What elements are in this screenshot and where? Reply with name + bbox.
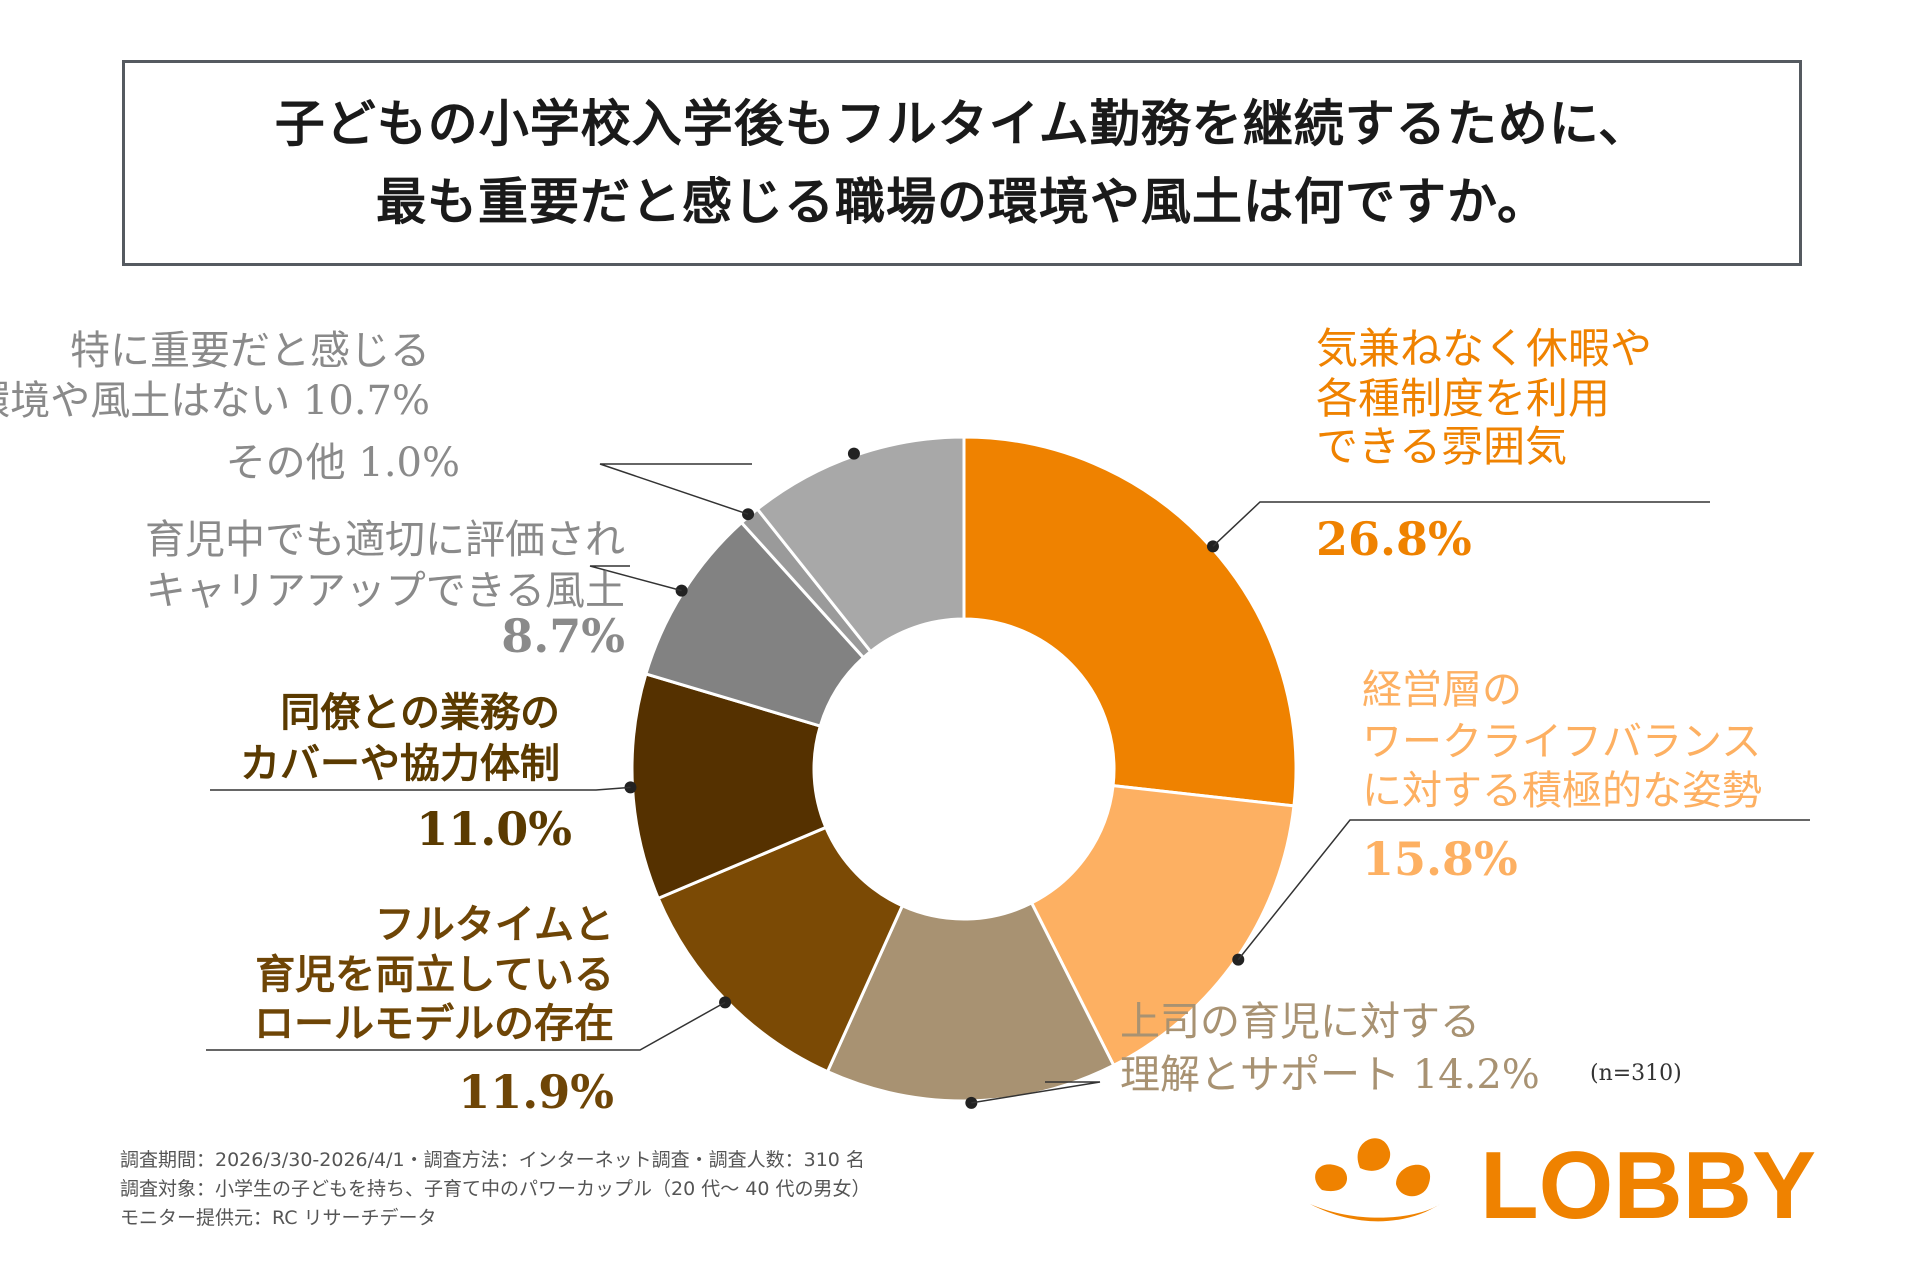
slice-label-2-line-1: 理解とサポート 14.2% [1120,1052,1540,1098]
slice-label-1-line-2: に対する積極的な姿勢 [1362,768,1762,814]
donut-slice-4 [630,672,828,901]
donut-slice-1 [1029,784,1296,1068]
slice-label-1-line-1: ワークライフバランス [1362,719,1761,765]
slice-label-0-line-1: 各種制度を利用 [1316,374,1610,423]
slice-label-5-line-0: 育児中でも適切に評価され [145,517,625,563]
footnote-monitor-source: モニター提供元：RC リサーチデータ [120,1207,437,1229]
slice-label-4-line-1: カバーや協力体制 [240,740,560,787]
donut-slice-3 [656,825,905,1074]
slice-label-3-line-0: フルタイムと [375,901,614,948]
slice-label-7-line-0: 特に重要だと感じる [70,328,430,374]
logo-text: LOBBY [1480,1132,1816,1239]
lobby-logo: LOBBY [1310,1132,1816,1239]
slice-label-0-line-0: 気兼ねなく休暇や [1316,324,1652,373]
leader-line-4 [210,786,631,791]
slice-value-3: 11.9% [458,1065,614,1119]
footnote-survey-target: 調査対象：小学生の子どもを持ち、子育て中のパワーカップル（20 代〜 40 代の… [120,1178,871,1200]
donut-slice-7 [755,435,966,654]
slice-label-5-line-1: キャリアアップできる風土 [146,568,625,614]
footnote-survey-method: 調査期間：2026/3/30-2026/4/1・調査方法：インターネット調査・調… [120,1149,865,1171]
slice-label-7-line-1: 環境や風土はない 10.7% [0,378,430,424]
slice-label-6-line-0: その他 1.0% [226,440,460,486]
slice-label-0-line-2: できる雰囲気 [1316,422,1567,471]
title-line-2: 最も重要だと感じる職場の環境や風土は何ですか。 [376,172,1548,231]
sample-size-label: (n=310) [1590,1061,1682,1086]
slice-label-3-line-1: 育児を両立している [255,951,614,998]
slice-label-1-line-0: 経営層の [1362,667,1522,713]
slice-value-0: 26.8% [1316,512,1472,566]
slice-value-1: 15.8% [1362,832,1518,886]
slice-label-2-line-0: 上司の育児に対する [1120,999,1480,1045]
footnote: 調査期間：2026/3/30-2026/4/1・調査方法：インターネット調査・調… [120,1146,870,1233]
title-line-1: 子どもの小学校入学後もフルタイム勤務を継続するために、 [274,94,1650,153]
leader-line-1 [1237,819,1810,961]
leader-line-3 [206,1001,726,1051]
slice-value-4: 11.0% [416,802,572,856]
leader-line-5 [589,565,682,592]
leader-line-0 [1212,501,1710,547]
donut-slice-0 [962,435,1298,808]
title-box: 子どもの小学校入学後もフルタイム勤務を継続するために、 最も重要だと感じる職場の… [122,60,1802,266]
slice-label-3-line-2: ロールモデルの存在 [254,1000,614,1047]
leader-dot-7 [847,447,860,460]
logo-mark-icon [1310,1138,1440,1222]
slice-value-5: 8.7% [501,609,625,663]
slice-label-4-line-0: 同僚との業務の [280,689,560,736]
leader-line-2 [971,1081,1101,1104]
leader-line-6 [599,463,752,515]
